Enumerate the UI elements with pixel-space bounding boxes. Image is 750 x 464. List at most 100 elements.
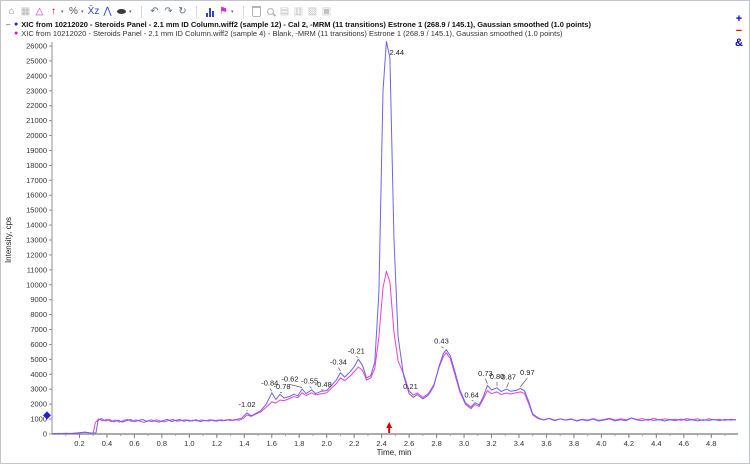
delete-icon[interactable] <box>250 5 263 19</box>
redo-zoom-icon[interactable]: ↷ <box>164 5 173 17</box>
y-axis-title: Intensity, cps <box>4 217 13 263</box>
y-tick-label: 6000 <box>30 340 47 349</box>
peak-blue-icon[interactable]: ⋀ <box>103 5 112 17</box>
y-tick-label: 26000 <box>26 42 47 51</box>
peak-label: -1.02 <box>238 400 255 409</box>
y-tick-label: 12000 <box>26 250 47 259</box>
y-tick-label: 15000 <box>26 206 47 215</box>
peak-label: -0.55 <box>301 377 318 386</box>
y-tick-label: 9000 <box>30 295 47 304</box>
remove-pane-button[interactable]: − <box>735 25 743 37</box>
x-tick-label: 2.0 <box>321 439 331 448</box>
x-tick-label: 2.4 <box>376 439 386 448</box>
add-pane-button[interactable]: + <box>735 13 743 25</box>
peak-label: 0.43 <box>434 337 449 346</box>
toolbar: ⌂ ▦ △ ↑ ▾% ▾ X̄z ⋀ ▾ ↶ ↷ ↻ ⚑ ▾ ▤ ▥ ▨ ▣ <box>5 3 333 20</box>
peak-label: 0.97 <box>520 368 535 377</box>
x-tick-label: 4.6 <box>679 439 689 448</box>
y-tick-label: 23000 <box>26 86 47 95</box>
peak-label: 0.80 <box>490 372 505 381</box>
pane-controls: + − & <box>732 14 746 49</box>
x-tick-label: 3.2 <box>486 439 496 448</box>
y-tick-label: 18000 <box>26 161 47 170</box>
toolbar-separator <box>135 5 142 18</box>
flag-peak-icon[interactable]: ⚑ <box>219 5 228 17</box>
trace-bullet-icon: ● <box>14 30 19 37</box>
legend-row-sample12[interactable]: – ● XIC from 10212020 - Steroids Panel -… <box>6 20 591 29</box>
x-tick-label: 3.6 <box>541 439 551 448</box>
eye-icon[interactable] <box>115 5 128 19</box>
legend-text: XIC from 10212020 - Steroids Panel - 2.1… <box>21 20 591 29</box>
tree-expander-icon[interactable]: – <box>6 20 11 29</box>
trace-blank-sample-4-[interactable] <box>51 270 737 435</box>
home-icon[interactable]: ⌂ <box>8 5 15 17</box>
trace-cal-2-sample-12-[interactable] <box>52 41 737 435</box>
peak-label: -0.84 <box>261 379 278 388</box>
y-tick-label: 3000 <box>30 385 47 394</box>
peak-label: 0.21 <box>403 382 418 391</box>
y-tick-label: 22000 <box>26 101 47 110</box>
set-scale-icon[interactable]: ↑ <box>51 5 56 17</box>
percent-scale-icon-dropdown[interactable]: ▾ <box>81 8 84 15</box>
x-tick-label: 3.0 <box>459 439 469 448</box>
active-pane-marker-icon[interactable] <box>43 411 51 420</box>
eye-icon-dropdown[interactable]: ▾ <box>129 8 132 15</box>
link-panes-button[interactable]: & <box>735 37 743 49</box>
pane-single-icon[interactable]: ▤ <box>279 5 290 17</box>
y-tick-label: 5000 <box>30 355 47 364</box>
undo-zoom-icon[interactable]: ↶ <box>150 5 159 17</box>
x-tick-label: 0.2 <box>74 439 84 448</box>
set-scale-icon-dropdown[interactable]: ▾ <box>61 8 64 15</box>
y-tick-label: 20000 <box>26 131 47 140</box>
y-tick-label: 10000 <box>26 280 47 289</box>
percent-scale-icon[interactable]: % <box>69 5 78 17</box>
trace-bullet-icon: ● <box>14 21 19 28</box>
peak-label: -0.78 <box>273 382 290 391</box>
y-tick-label: 0 <box>43 430 47 439</box>
x-tick-label: 1.6 <box>267 439 277 448</box>
pane-split-icon[interactable]: ▥ <box>293 5 304 17</box>
peak-label: 0.87 <box>501 373 516 382</box>
peak-magenta-icon[interactable]: △ <box>35 5 44 17</box>
histogram-icon[interactable] <box>203 5 216 19</box>
x-tick-label: 4.8 <box>706 439 716 448</box>
x-tick-label: 0.4 <box>102 439 112 448</box>
x-tick-label: 1.4 <box>239 439 249 448</box>
y-tick-label: 7000 <box>30 325 47 334</box>
peak-label: 0.73 <box>478 369 493 378</box>
label-peaks-icon[interactable]: X̄z <box>87 5 100 17</box>
pane-grid-icon[interactable]: ▨ <box>307 5 318 17</box>
x-tick-label: 1.0 <box>184 439 194 448</box>
x-tick-label: 3.8 <box>569 439 579 448</box>
peak-label: -0.48 <box>315 380 332 389</box>
toolbar-separator <box>190 5 197 18</box>
y-tick-label: 14000 <box>26 221 47 230</box>
y-tick-label: 13000 <box>26 236 47 245</box>
peak-label-leader <box>309 386 312 389</box>
toolbar-separator <box>237 5 244 18</box>
peak-label-leader <box>520 377 528 388</box>
peak-label: 0.64 <box>464 390 479 399</box>
camera-icon[interactable]: ▣ <box>321 5 332 17</box>
expected-rt-marker-icon[interactable] <box>386 422 393 428</box>
layout-grid-icon[interactable]: ▦ <box>20 5 31 17</box>
peak-label-leader <box>485 378 488 384</box>
reset-zoom-icon[interactable]: ↻ <box>178 5 187 17</box>
y-tick-label: 21000 <box>26 116 47 125</box>
legend: – ● XIC from 10212020 - Steroids Panel -… <box>6 20 591 38</box>
legend-text: XIC from 10212020 - Steroids Panel - 2.1… <box>21 29 563 38</box>
peak-label-leader <box>338 367 341 372</box>
legend-row-sample4[interactable]: ● XIC from 10212020 - Steroids Panel - 2… <box>6 29 591 38</box>
zoom-icon[interactable] <box>264 5 277 19</box>
peak-label-leader <box>289 384 303 388</box>
peak-label-leader <box>506 382 509 388</box>
flag-peak-icon-dropdown[interactable]: ▾ <box>231 8 234 15</box>
y-tick-label: 4000 <box>30 370 47 379</box>
peak-label-leader <box>471 400 474 402</box>
y-tick-label: 17000 <box>26 176 47 185</box>
x-tick-label: 3.4 <box>514 439 524 448</box>
y-tick-label: 19000 <box>26 146 47 155</box>
x-tick-label: 0.6 <box>129 439 139 448</box>
